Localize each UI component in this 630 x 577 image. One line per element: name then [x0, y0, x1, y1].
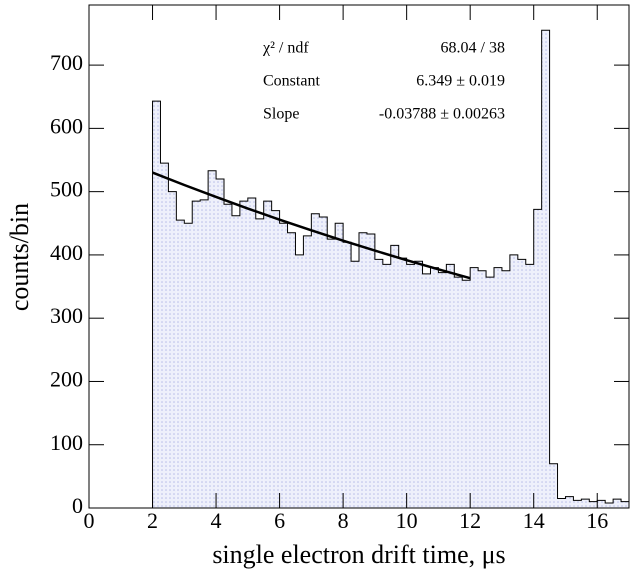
- y-axis-title: counts/bin: [5, 203, 34, 311]
- histogram-bar: [335, 223, 344, 508]
- histogram-bar: [231, 215, 240, 509]
- histogram-bar: [422, 273, 431, 508]
- histogram-bar: [597, 500, 606, 508]
- histogram-bar: [446, 264, 455, 508]
- histogram-bar: [311, 213, 320, 508]
- histogram-bar: [208, 170, 217, 508]
- histogram-bar: [390, 245, 399, 508]
- histogram-bar: [303, 235, 312, 508]
- histogram-bar: [255, 218, 264, 508]
- histogram-bar: [406, 264, 415, 508]
- y-tick-label: 200: [50, 367, 83, 392]
- histogram-bar: [581, 499, 590, 508]
- histogram-bar: [438, 272, 447, 508]
- histogram-bar: [589, 501, 598, 508]
- stat-label: χ² / ndf: [262, 40, 309, 57]
- frame: [88, 4, 630, 509]
- histogram-bar: [454, 277, 463, 508]
- histogram-bar: [533, 209, 542, 508]
- histogram-bar: [613, 499, 622, 508]
- x-tick-label: 12: [459, 508, 481, 533]
- x-tick-label: 0: [84, 508, 95, 533]
- histogram-bar: [239, 201, 248, 508]
- histogram-bar: [319, 216, 328, 508]
- histogram-bar: [271, 210, 280, 508]
- histogram-bar: [478, 270, 487, 508]
- histogram-bar: [184, 223, 193, 508]
- histogram-bar: [605, 502, 614, 508]
- histogram-bar: [557, 498, 566, 508]
- histogram-bar: [382, 264, 391, 508]
- histogram-bar: [176, 220, 185, 508]
- histogram-bar: [366, 234, 375, 508]
- y-tick-label: 300: [50, 303, 83, 328]
- histogram-bar: [525, 264, 534, 508]
- histogram-bar: [549, 463, 558, 508]
- histogram-bar: [573, 500, 582, 508]
- histogram-bar: [509, 254, 518, 508]
- histogram-bar: [414, 261, 423, 508]
- fit-line: [152, 171, 471, 280]
- histogram-bar: [152, 101, 161, 508]
- x-axis-title: single electron drift time, μs: [212, 540, 505, 569]
- x-tick-label: 8: [338, 508, 349, 533]
- histogram-bar: [494, 267, 502, 508]
- histogram-bar: [168, 191, 177, 508]
- y-tick-label: 500: [50, 177, 83, 202]
- histogram-bar: [279, 223, 288, 508]
- histogram-bar: [430, 267, 439, 508]
- stat-label: Slope: [263, 106, 299, 123]
- histogram-bar: [247, 197, 256, 508]
- histogram-bar: [501, 270, 510, 508]
- stat-value: 68.04 / 38: [441, 40, 505, 57]
- histogram-bar: [192, 201, 201, 508]
- histogram-bar: [160, 163, 169, 509]
- histogram-bar: [470, 267, 479, 508]
- plot-area: 0 2 4 6 8 10 12 14 16 0 100 200 300 400 500 600 700 χ² / …: [50, 4, 630, 533]
- y-tick-label: 400: [50, 240, 83, 265]
- stat-value: 6.349 ± 0.019: [416, 73, 505, 90]
- y-tick-label: 700: [50, 50, 83, 75]
- histogram-bar: [398, 258, 407, 508]
- histogram-bar: [565, 496, 574, 508]
- histogram-bar: [224, 204, 232, 508]
- histogram-bar: [359, 232, 367, 508]
- y-tick-label: 100: [50, 430, 83, 455]
- stat-value: -0.03788 ± 0.00263: [379, 106, 505, 123]
- histogram-bar: [216, 178, 224, 508]
- histogram-bar: [343, 242, 352, 508]
- x-tick-label: 2: [147, 508, 158, 533]
- x-tick-label: 16: [586, 508, 608, 533]
- histogram-bar: [351, 261, 359, 508]
- histogram-bar: [486, 277, 494, 508]
- histogram-bar: [621, 501, 629, 508]
- stat-label: Constant: [263, 73, 320, 90]
- x-tick-label: 6: [274, 508, 285, 533]
- x-tick-label: 10: [396, 508, 418, 533]
- x-tick-label: 14: [523, 508, 545, 533]
- histogram-bar: [287, 232, 296, 508]
- histogram-bar: [263, 201, 272, 508]
- histogram-bar: [374, 259, 383, 508]
- histogram-bar: [541, 30, 550, 509]
- y-tick-label: 0: [72, 493, 83, 518]
- histogram-bar: [462, 280, 471, 508]
- histogram-bar: [295, 254, 304, 508]
- histogram-bar: [327, 239, 336, 508]
- histogram-bar: [200, 199, 209, 508]
- histogram-bar: [517, 259, 526, 508]
- y-tick-label: 600: [50, 113, 83, 138]
- x-tick-label: 4: [211, 508, 222, 533]
